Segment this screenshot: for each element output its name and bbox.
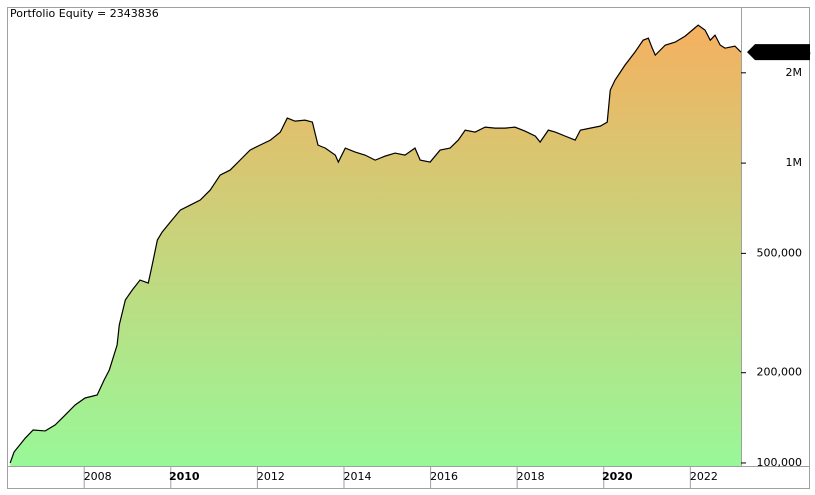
y-tick-label: 100,000	[757, 456, 803, 469]
y-tick-label: 1M	[786, 156, 803, 169]
chart-title: Portfolio Equity = 2343836	[10, 7, 159, 20]
x-tick-label: 2012	[257, 470, 285, 483]
x-tick-label: 2014	[343, 470, 371, 483]
y-tick-label: 2M	[786, 66, 803, 79]
x-tick-label: 2010	[169, 470, 200, 483]
value-flag	[747, 44, 810, 61]
x-tick-label: 2018	[517, 470, 545, 483]
equity-line	[9, 24, 742, 464]
value-label: 2,343,836	[755, 46, 811, 59]
x-tick-label: 2020	[602, 470, 633, 483]
y-tick-label: 200,000	[757, 366, 803, 379]
area-fill	[10, 25, 742, 467]
x-tick-label: 2008	[84, 470, 112, 483]
y-tick-label: 500,000	[757, 246, 803, 259]
x-tick-label: 2022	[690, 470, 718, 483]
x-tick-label: 2016	[430, 470, 458, 483]
